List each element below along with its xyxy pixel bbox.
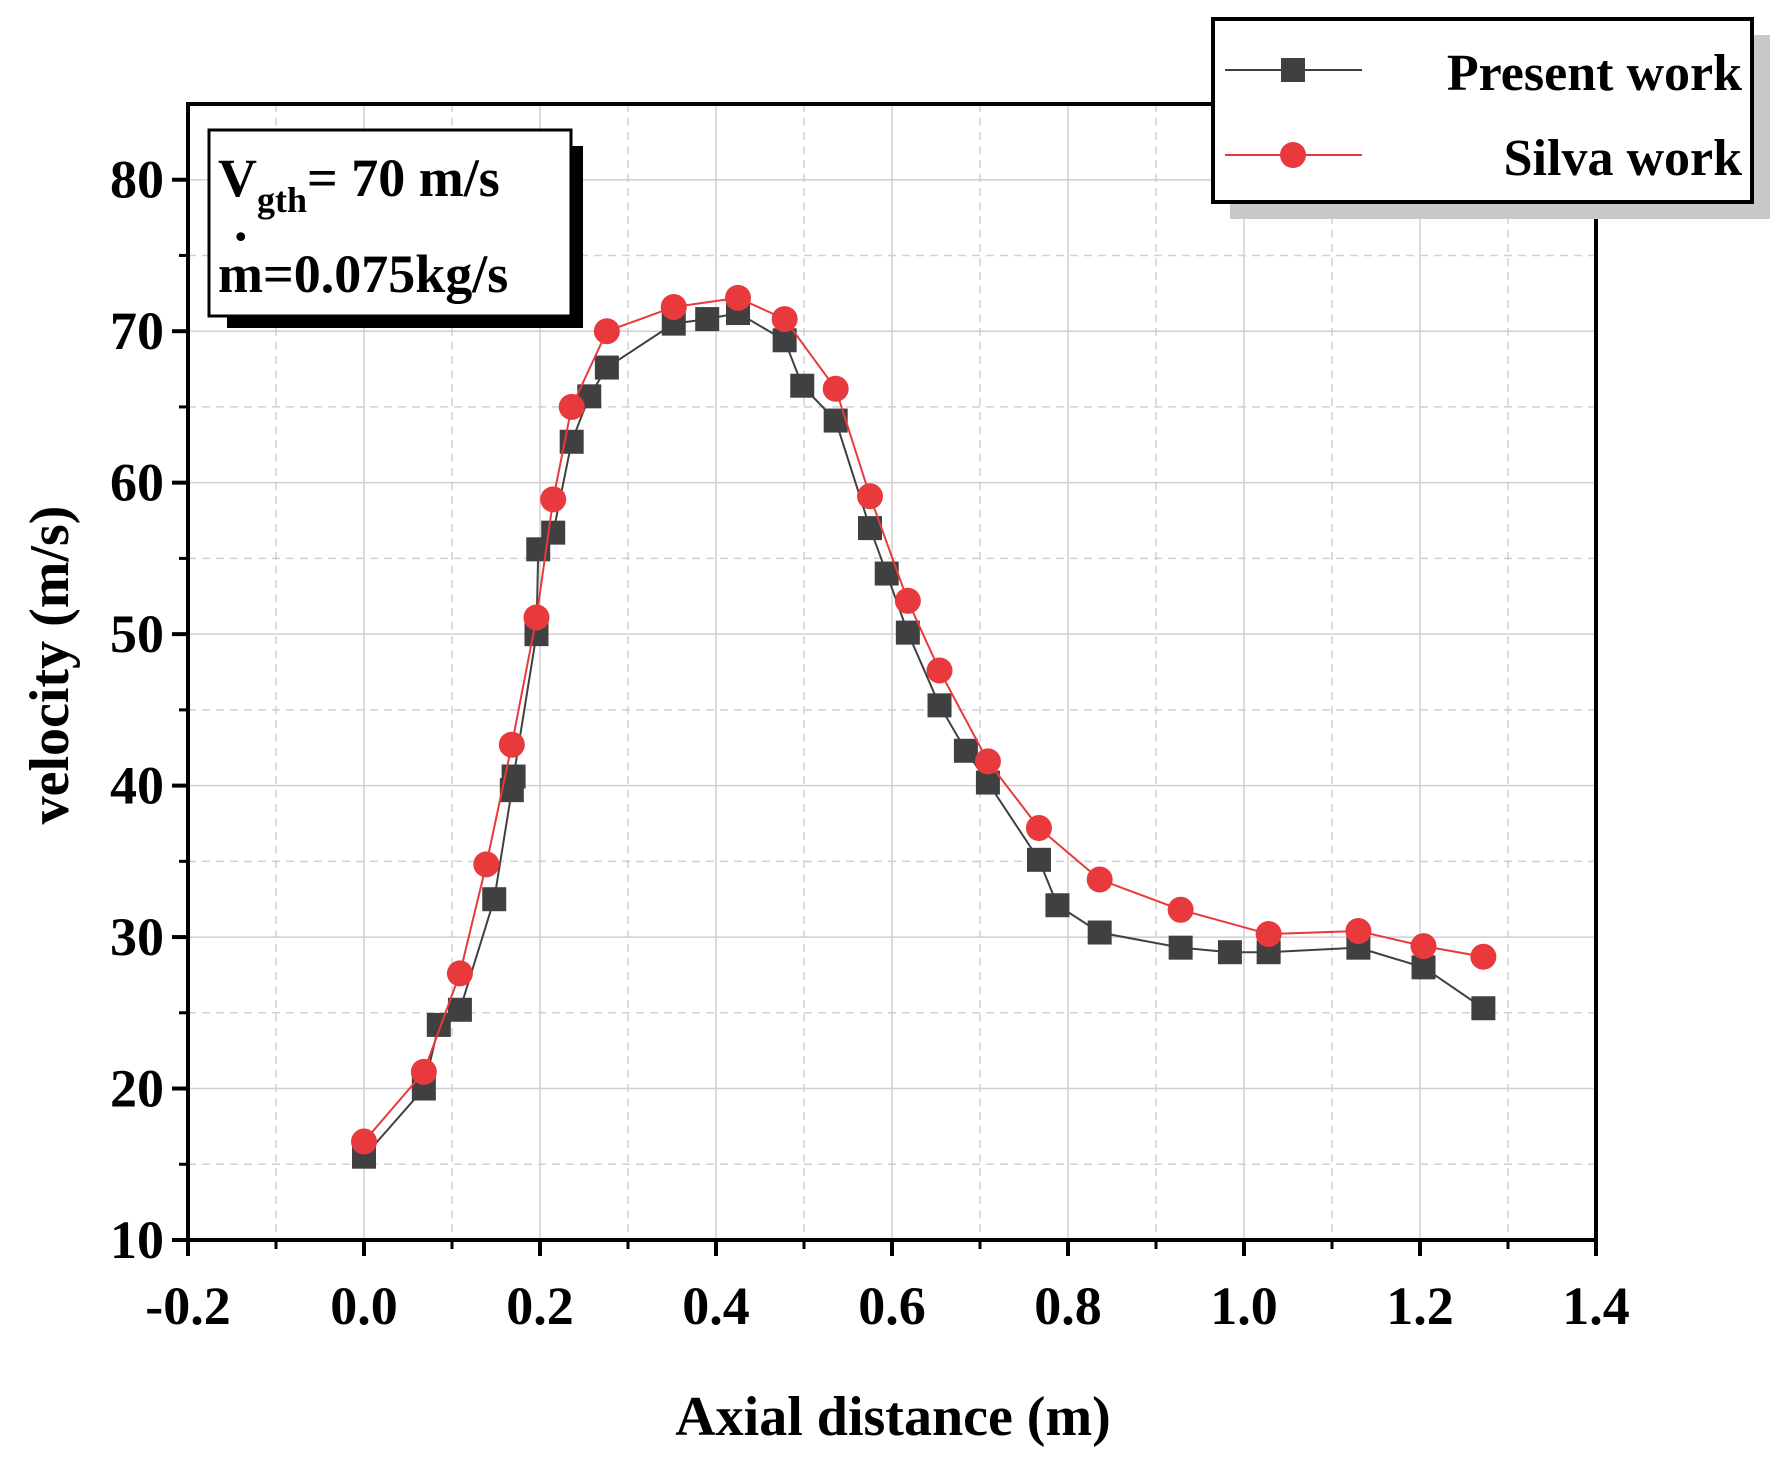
legend-label-present: Present work — [1447, 45, 1742, 102]
annotation-velocity-value: = 70 m/s — [307, 148, 500, 208]
x-tick-label: 0.6 — [858, 1276, 926, 1336]
data-point-circle — [894, 587, 921, 614]
series-silva-work — [351, 284, 1497, 1155]
data-point-square — [790, 373, 815, 398]
data-point-circle — [558, 393, 585, 420]
y-tick-label: 20 — [110, 1059, 164, 1119]
data-point-square — [1045, 893, 1070, 918]
series-present-work — [352, 301, 1496, 1169]
data-point-circle — [822, 375, 849, 402]
x-tick-label: 1.0 — [1210, 1276, 1278, 1336]
data-point-square — [895, 620, 920, 645]
data-point-square — [695, 307, 720, 332]
legend: Present work Silva work — [1211, 17, 1770, 219]
x-tick-label: 0.2 — [506, 1276, 574, 1336]
x-tick-label: 0.0 — [330, 1276, 398, 1336]
y-tick-label: 30 — [110, 907, 164, 967]
data-point-square — [541, 520, 566, 545]
data-point-circle — [771, 306, 798, 333]
data-point-square — [953, 738, 978, 763]
legend-frame — [1211, 17, 1754, 204]
data-point-circle — [410, 1058, 437, 1085]
annotation-mass-flow: m=0.075kg/s — [218, 244, 508, 304]
data-point-circle — [1345, 918, 1372, 945]
y-tick-label: 80 — [110, 150, 164, 210]
data-point-circle — [498, 731, 525, 758]
y-tick-label: 10 — [110, 1210, 164, 1270]
legend-label-silva: Silva work — [1504, 130, 1742, 187]
data-point-circle — [523, 604, 550, 631]
y-tick-label: 50 — [110, 604, 164, 664]
annotation-subscript: gth — [257, 180, 307, 220]
data-point-square — [1471, 996, 1496, 1021]
data-point-circle — [540, 486, 567, 513]
data-point-circle — [1167, 896, 1194, 923]
annotation-box: Vgth= 70 m/s . m=0.075kg/s — [207, 128, 583, 328]
data-point-square — [1168, 935, 1193, 960]
data-point-circle — [974, 748, 1001, 775]
data-point-square — [772, 328, 797, 353]
data-point-circle — [1086, 866, 1113, 893]
x-axis-title: Axial distance (m) — [675, 1386, 1111, 1448]
legend-marker-silva — [1280, 142, 1306, 168]
legend-marker-present — [1281, 58, 1305, 82]
data-point-square — [1411, 955, 1436, 980]
data-point-circle — [1470, 943, 1497, 970]
series-line — [363, 311, 1484, 1158]
y-tick-label: 40 — [110, 756, 164, 816]
x-tick-label: 0.4 — [682, 1276, 750, 1336]
data-point-circle — [1410, 933, 1437, 960]
annotation-mass-dot: . — [234, 192, 248, 252]
data-point-circle — [473, 851, 500, 878]
data-point-square — [447, 997, 472, 1022]
data-point-circle — [446, 960, 473, 987]
data-point-square — [1026, 847, 1051, 872]
grid — [188, 104, 1596, 1240]
data-point-circle — [926, 657, 953, 684]
annotation-frame — [207, 128, 573, 318]
data-point-square — [594, 355, 619, 380]
data-point-square — [927, 693, 952, 718]
x-tick-label: 1.2 — [1386, 1276, 1454, 1336]
data-point-circle — [857, 483, 883, 510]
y-tick-label: 60 — [110, 453, 164, 513]
data-point-circle — [660, 293, 687, 320]
data-point-circle — [351, 1128, 377, 1155]
data-point-square — [1217, 940, 1242, 965]
series-line — [363, 296, 1484, 1143]
data-point-square — [482, 887, 507, 912]
annotation-velocity: Vgth= 70 m/s — [218, 148, 500, 220]
x-tick-label: 1.4 — [1562, 1276, 1630, 1336]
x-tick-label: -0.2 — [145, 1276, 230, 1336]
data-point-circle — [1025, 815, 1052, 842]
annotation-v: V — [218, 148, 257, 208]
y-axis-title: velocity (m/s) — [19, 506, 81, 825]
y-tick-label: 70 — [110, 301, 164, 361]
data-point-circle — [593, 318, 620, 345]
data-point-square — [975, 770, 1000, 795]
data-point-square — [501, 764, 526, 789]
data-point-circle — [725, 284, 751, 311]
axes: -0.2 0.0 0.2 0.4 0.6 0.8 1.0 1.2 1.4 10 20 30 40 50 60… — [110, 102, 1630, 1336]
data-point-square — [1087, 920, 1112, 945]
data-point-circle — [1255, 921, 1282, 948]
x-tick-label: 0.8 — [1034, 1276, 1102, 1336]
